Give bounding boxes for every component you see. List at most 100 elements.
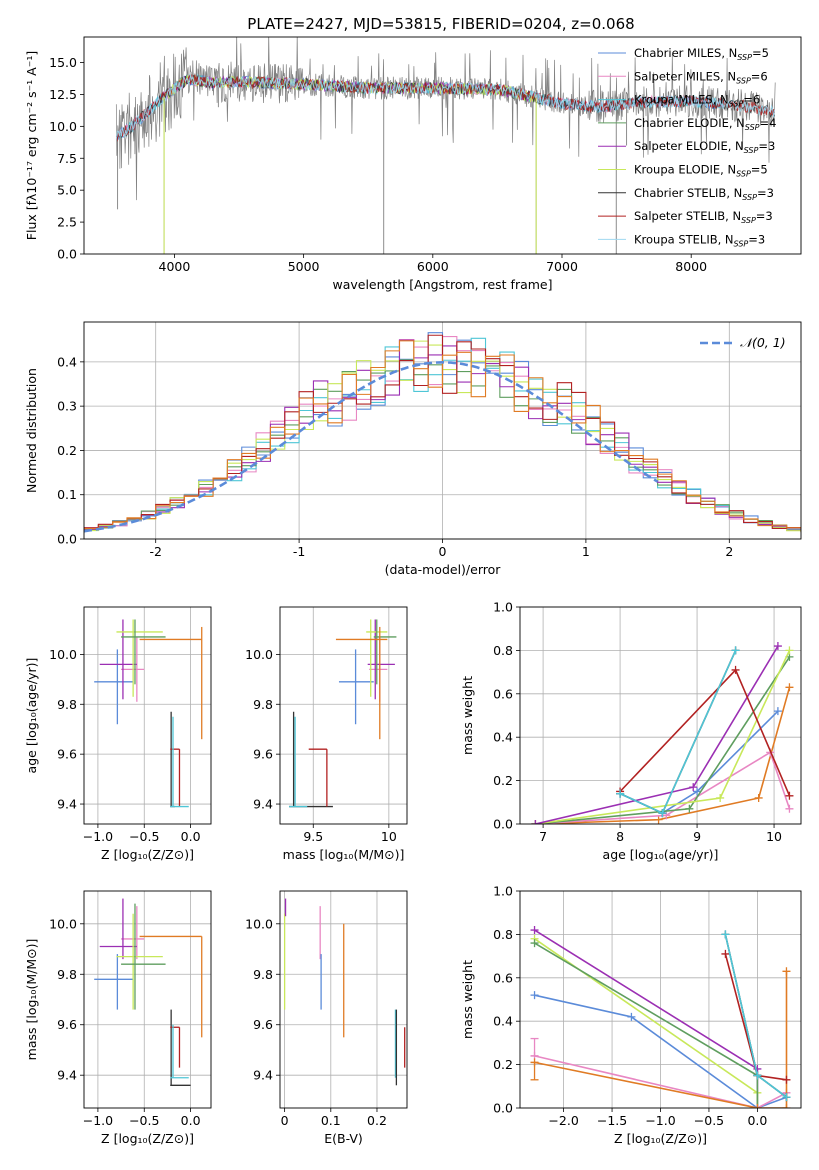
x-tick-label: −0.5 — [694, 1113, 724, 1128]
point-marker — [721, 930, 730, 939]
legend-label-subscript: SSP — [734, 239, 749, 248]
point-marker — [782, 1075, 791, 1084]
series-salpeter_elodie — [535, 645, 779, 824]
x-tick-label: 10 — [766, 829, 782, 844]
y-tick-label: 0.8 — [493, 927, 513, 942]
legend-label-suffix: =6 — [751, 69, 768, 83]
point-marker — [689, 783, 698, 792]
legend-label: Chabrier MILES, NSSP=5 — [634, 46, 769, 62]
plot-area — [94, 619, 203, 808]
x-tick-label: 0 — [281, 1113, 289, 1128]
point-marker — [753, 1104, 762, 1108]
x-axis-label: Z [log₁₀(Z/Z⊙)] — [101, 1131, 194, 1146]
legend-label-suffix: =3 — [748, 232, 765, 246]
point-marker — [782, 967, 791, 976]
legend-label: Salpeter STELIB, NSSP=3 — [634, 209, 773, 225]
point-marker — [773, 707, 782, 716]
y-tick-label: 9.4 — [253, 1068, 273, 1083]
legend-label: Kroupa STELIB, NSSP=3 — [634, 232, 765, 248]
point-marker — [731, 646, 740, 655]
point-marker — [531, 820, 540, 824]
panel-age_vs_Z: −1.0 −0.5 0.0 9.4 9.6 9.8 10.0 Z [log₁₀(Z/Z⊙)] a… — [24, 606, 212, 862]
point-marker — [616, 789, 625, 798]
y-tick-label: 0.6 — [493, 970, 513, 985]
point-marker — [731, 665, 740, 674]
y-axis-label: age [log₁₀(age/yr)] — [24, 658, 39, 774]
y-tick-label: 15.0 — [49, 55, 77, 70]
y-tick-label: 0.0 — [493, 817, 513, 832]
x-tick-label: 9 — [693, 829, 701, 844]
y-tick-label: 0.0 — [57, 247, 77, 262]
point-marker — [685, 804, 694, 813]
legend-label-suffix: =5 — [752, 46, 769, 60]
x-axis-label: wavelength [Angstrom, rest frame] — [332, 277, 552, 292]
y-tick-label: 0.4 — [57, 354, 77, 369]
y-tick-label: 0.2 — [493, 1057, 513, 1072]
x-axis-label: mass [log₁₀(M/M⊙)] — [283, 847, 405, 862]
series-salpeter_miles — [535, 751, 791, 824]
y-tick-label: 1.0 — [493, 600, 513, 615]
y-tick-label: 0.6 — [493, 686, 513, 701]
y-tick-label: 0.0 — [493, 1101, 513, 1116]
panel-spectrum: 4000 5000 6000 7000 8000 0.0 2.5 5.0 7.5 10.0 12.5… — [24, 36, 802, 292]
y-tick-label: 10.0 — [245, 916, 273, 931]
y-tick-label: 9.4 — [57, 797, 77, 812]
legend-label-subscript: SSP — [741, 216, 756, 225]
axes-frame — [279, 890, 408, 1109]
legend-label-suffix: =5 — [751, 163, 768, 177]
point-marker — [773, 642, 782, 651]
x-tick-label: 7000 — [546, 259, 578, 274]
y-tick-label: 2.5 — [57, 215, 77, 230]
legend-label-subscript: SSP — [737, 53, 752, 62]
point-marker — [721, 949, 730, 958]
x-axis-label: (data-model)/error — [385, 562, 502, 577]
point-marker — [627, 1012, 636, 1021]
x-tick-label: 10 — [381, 829, 397, 844]
point-marker — [530, 926, 539, 935]
y-tick-label: 0.8 — [493, 643, 513, 658]
axes-frame — [519, 890, 802, 1109]
x-tick-label: 5000 — [288, 259, 320, 274]
x-tick-label: 4000 — [159, 259, 191, 274]
y-tick-label: 0.1 — [57, 487, 77, 502]
x-tick-label: −1.0 — [83, 829, 113, 844]
x-tick-label: 0.0 — [181, 1113, 201, 1128]
x-tick-label: 7 — [539, 829, 547, 844]
x-axis-label: Z [log₁₀(Z/Z⊙)] — [101, 847, 194, 862]
axes-frame — [519, 606, 802, 825]
model-kroupa_stelib — [115, 74, 776, 140]
y-tick-label: 9.6 — [253, 1017, 273, 1032]
panel-residuals: -2 -1 0 1 2 0.0 0.1 0.2 0.3 0.4 (data-model)/error… — [24, 321, 802, 577]
legend-label-suffix: =3 — [756, 209, 773, 223]
y-tick-label: 9.8 — [253, 697, 273, 712]
x-tick-label: 2 — [725, 544, 733, 559]
legend-label-subscript: SSP — [742, 193, 757, 202]
legend-label-suffix: =3 — [757, 186, 774, 200]
x-tick-label: 8 — [616, 829, 624, 844]
x-tick-label: −0.5 — [129, 1113, 159, 1128]
point-marker — [782, 1104, 791, 1108]
plot-area — [289, 619, 397, 808]
y-tick-label: 7.5 — [57, 151, 77, 166]
point-marker — [693, 787, 702, 796]
legend-label: Kroupa ELODIE, NSSP=5 — [634, 163, 768, 179]
panel-massweight_vs_Z: −2.0 −1.5 −1.0 −0.5 0.0 0.0 0.2 0.4 0.6 0.8 1.0 Z [… — [460, 884, 802, 1146]
point-marker — [530, 939, 539, 948]
y-tick-label: 0.3 — [57, 399, 77, 414]
y-tick-label: 9.8 — [57, 697, 77, 712]
legend-label-subscript: SSP — [729, 100, 744, 109]
y-tick-label: 9.6 — [253, 747, 273, 762]
x-tick-label: 0.0 — [181, 829, 201, 844]
y-tick-label: 9.8 — [253, 967, 273, 982]
x-tick-label: 0 — [439, 544, 447, 559]
point-marker — [658, 809, 667, 818]
x-tick-label: 8000 — [675, 259, 707, 274]
point-marker — [530, 991, 539, 1000]
x-tick-label: −2.0 — [548, 1113, 578, 1128]
legend-label-subscript: SSP — [736, 170, 751, 179]
point-marker — [785, 804, 794, 813]
y-axis-label: Normed distribution — [24, 368, 39, 493]
series-chabrier_miles — [534, 994, 787, 1108]
y-tick-label: 0.4 — [493, 1014, 513, 1029]
